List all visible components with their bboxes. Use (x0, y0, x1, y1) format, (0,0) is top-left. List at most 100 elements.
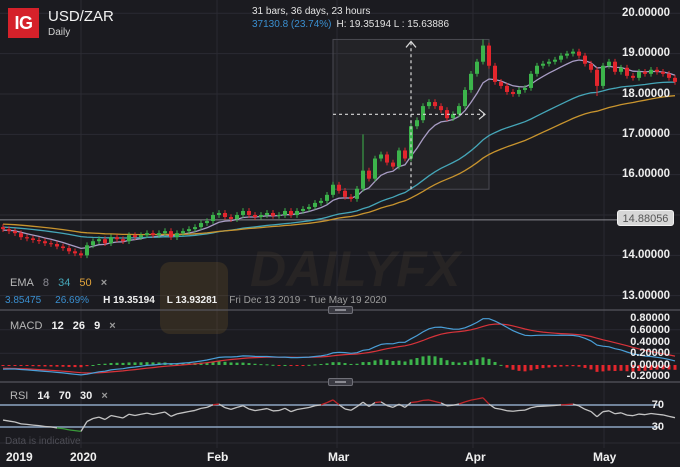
macd-histogram-bar (121, 362, 125, 365)
macd-histogram-bar (631, 365, 635, 372)
candle-body (655, 69, 659, 72)
macd-histogram-bar (601, 365, 605, 372)
rsi-line-segment (2, 419, 10, 422)
watermark-logo-icon (160, 262, 228, 334)
candle-body (343, 190, 347, 197)
panel-resize-handle-macd[interactable] (328, 306, 353, 314)
measure-duration: 31 bars, 36 days, 23 hours (252, 6, 371, 17)
candle-body (403, 150, 407, 159)
rsi-line-segment (182, 410, 190, 414)
macd-histogram-bar (37, 365, 41, 367)
candle-body (163, 231, 167, 234)
macd-histogram-bar (289, 365, 293, 366)
candle-body (487, 45, 491, 66)
ema-remove-icon[interactable]: × (100, 277, 108, 289)
candle-body (145, 233, 149, 236)
macd-histogram-bar (403, 361, 407, 365)
candle-body (115, 237, 119, 240)
rsi-line-segment (62, 427, 70, 431)
macd-histogram-bar (523, 365, 527, 372)
rsi-line-segment (590, 411, 598, 418)
macd-histogram-bar (595, 365, 599, 372)
macd-histogram-bar (451, 361, 455, 365)
macd-histogram-bar (295, 365, 299, 366)
rsi-line-segment (302, 406, 310, 410)
rsi-line-segment (596, 411, 604, 418)
rsi-line-segment (632, 413, 640, 417)
candle-body (607, 61, 611, 66)
rsi-line-segment (122, 413, 130, 419)
candle-body (673, 77, 677, 82)
macd-histogram-bar (217, 361, 221, 365)
rsi-line-segment (254, 408, 262, 412)
macd-histogram-bar (607, 365, 611, 371)
candle-body (301, 208, 305, 211)
rsi-line-segment (446, 404, 454, 407)
panel-resize-handle-rsi[interactable] (328, 378, 353, 386)
candle-body (19, 233, 23, 238)
candle-body (661, 71, 665, 74)
rsi-line-segment (224, 407, 232, 410)
macd-histogram-bar (541, 365, 545, 369)
macd-histogram-bar (7, 365, 11, 366)
rsi-remove-icon[interactable]: × (101, 390, 108, 402)
rsi-line-segment (146, 412, 154, 416)
rsi-line-segment (626, 414, 634, 417)
rsi-line-segment (584, 408, 592, 413)
rsi-line-segment (368, 401, 376, 408)
range-stats: 3.85475 26.69% H 19.35194 L 13.93281 Fri Dec… (5, 295, 401, 306)
candle-body (181, 231, 185, 234)
candle-body (241, 210, 245, 215)
candle-body (79, 253, 83, 256)
macd-histogram-bar (493, 362, 497, 365)
macd-histogram-bar (439, 357, 443, 365)
macd-histogram-bar (103, 363, 107, 365)
rsi-line-segment (92, 416, 100, 420)
macd-histogram-bar (43, 365, 47, 367)
candle-body (121, 239, 125, 242)
range-change-pct: 26.69% (55, 295, 90, 306)
measure-change: 37130.8 (23.74%) (252, 19, 332, 30)
rsi-line-segment (176, 412, 184, 415)
macd-signal-line (2, 323, 676, 374)
macd-histogram-bar (139, 362, 143, 365)
candle-body (559, 55, 563, 60)
ema-period-34: 34 (58, 277, 71, 289)
macd-histogram-bar (415, 358, 419, 365)
candle-body (397, 150, 401, 167)
candle-body (409, 126, 413, 159)
rsi-line-segment (86, 417, 94, 423)
rsi-line-segment (296, 407, 304, 411)
candle-body (283, 210, 287, 215)
candle-body (193, 227, 197, 230)
macd-axis-label: 0.40000 (630, 336, 670, 348)
rsi-line-segment (38, 425, 46, 428)
candle-body (289, 210, 293, 215)
macd-histogram-bar (625, 365, 629, 372)
rsi-line-segment (308, 405, 316, 409)
macd-axis-label: 0.60000 (630, 324, 670, 336)
rsi-label: RSI (10, 390, 29, 402)
rsi-line-segment (338, 404, 346, 410)
rsi-line-segment (8, 420, 16, 423)
macd-remove-icon[interactable]: × (109, 320, 116, 332)
macd-histogram-bar (1, 365, 5, 367)
rsi-line-segment (494, 407, 502, 410)
macd-histogram-bar (253, 363, 257, 365)
time-axis-label: 2020 (70, 450, 97, 464)
rsi-line-segment (278, 407, 286, 412)
candle-body (259, 215, 263, 218)
rsi-line-segment (140, 412, 148, 415)
macd-histogram-bar (457, 362, 461, 365)
rsi-line-segment (80, 421, 88, 432)
candle-body (379, 154, 383, 159)
rsi-line-segment (662, 414, 670, 417)
candle-body (361, 170, 365, 189)
ema-8-line (2, 59, 676, 250)
candle-body (271, 212, 275, 216)
price-axis-label: 18.00000 (622, 88, 670, 100)
rsi-line-segment (386, 404, 394, 408)
macd-histogram-bar (265, 364, 269, 366)
